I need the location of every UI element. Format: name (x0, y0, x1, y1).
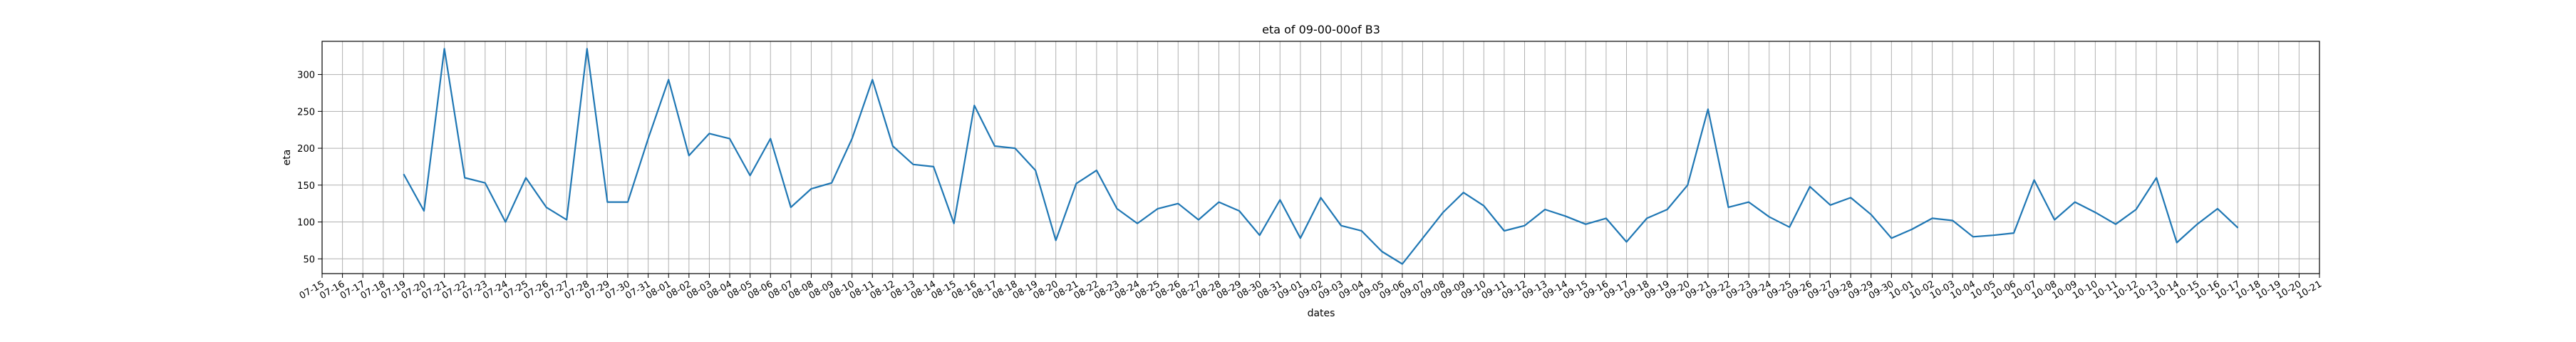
y-tick-label: 200 (297, 144, 315, 155)
series-layer (403, 48, 2239, 265)
grid-lines (321, 41, 2320, 274)
x-axis-label: dates (1308, 308, 1335, 319)
y-tick-label: 150 (297, 181, 315, 192)
chart-title: eta of 09-00-00of B3 (1262, 23, 1380, 36)
y-tick-label: 50 (303, 254, 315, 265)
y-tick-label: 100 (297, 218, 315, 229)
y-axis-label: eta (281, 150, 293, 166)
y-tick-label: 300 (297, 71, 315, 81)
series-line (403, 48, 2239, 265)
y-tick-label: 250 (297, 107, 315, 118)
y-axis: 50 100 150 200 250 300 (297, 71, 322, 265)
